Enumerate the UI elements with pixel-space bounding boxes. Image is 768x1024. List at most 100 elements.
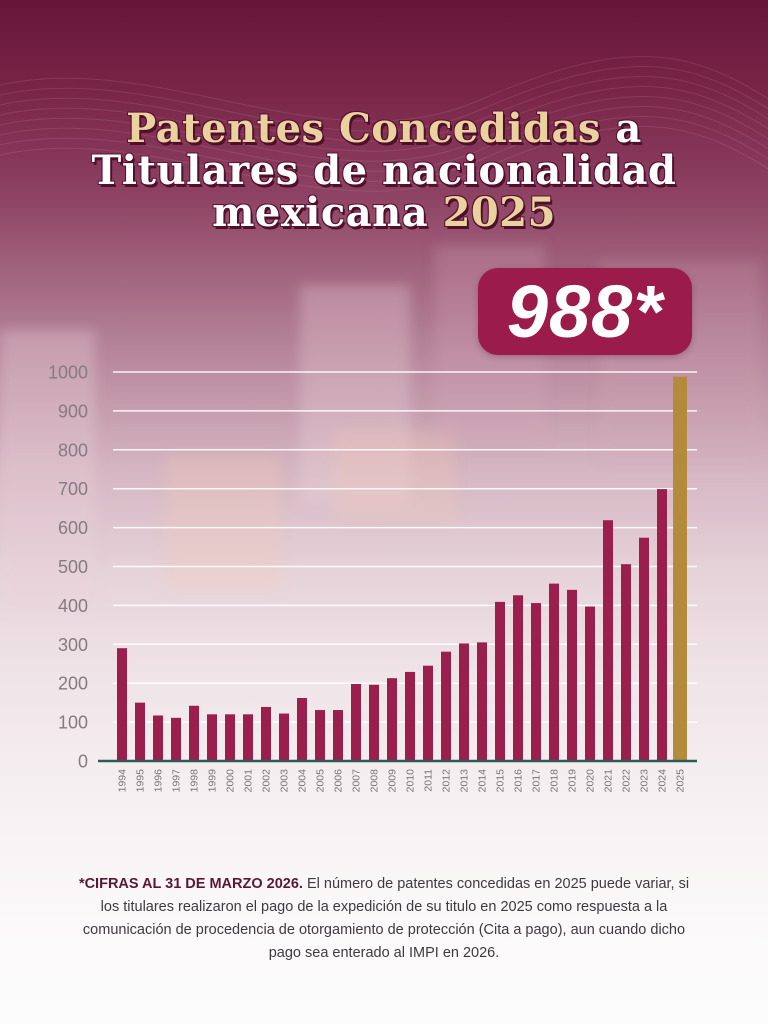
x-tick-label-1997: 1997 <box>171 769 183 793</box>
x-tick-label-2020: 2020 <box>585 769 597 793</box>
footnote-cutoff-date: *CIFRAS AL 31 DE MARZO 2026. <box>78 876 303 892</box>
total-count-badge: 988* <box>478 268 692 355</box>
bar-2002 <box>261 706 271 761</box>
y-tick-label-0: 0 <box>78 752 88 772</box>
bar-2017 <box>531 603 541 761</box>
x-tick-label-1999: 1999 <box>207 769 219 793</box>
x-tick-label-1994: 1994 <box>117 769 129 793</box>
bar-2000 <box>225 714 235 761</box>
title-text: mexicana <box>212 189 429 236</box>
bar-2009 <box>387 678 397 761</box>
bar-2004 <box>297 697 307 761</box>
bar-2018 <box>549 583 559 761</box>
x-tick-label-2016: 2016 <box>513 769 525 793</box>
y-tick-label-200: 200 <box>58 674 88 694</box>
x-tick-label-2024: 2024 <box>657 769 669 793</box>
y-tick-label-300: 300 <box>58 635 88 655</box>
bar-2015 <box>495 601 505 761</box>
x-tick-label-2009: 2009 <box>387 769 399 793</box>
x-tick-label-2003: 2003 <box>279 769 291 793</box>
x-tick-label-2008: 2008 <box>369 769 381 793</box>
y-tick-label-100: 100 <box>58 713 88 733</box>
x-tick-label-2011: 2011 <box>423 769 435 792</box>
bar-2016 <box>513 595 523 761</box>
x-tick-label-2019: 2019 <box>567 769 579 793</box>
footnote: *CIFRAS AL 31 DE MARZO 2026. El número d… <box>74 873 694 965</box>
x-tick-label-2010: 2010 <box>405 769 417 793</box>
bar-2006 <box>333 710 343 761</box>
bar-2001 <box>243 714 253 761</box>
bar-2021 <box>603 520 613 761</box>
bar-1994 <box>117 648 127 761</box>
x-tick-label-2002: 2002 <box>261 769 273 793</box>
x-tick-label-2015: 2015 <box>495 769 507 793</box>
wave-line <box>0 115 768 182</box>
x-tick-label-1995: 1995 <box>135 769 147 793</box>
title-line-1: Patentes Concedidas a <box>0 108 768 150</box>
wave-line <box>0 95 768 162</box>
decor-panel <box>165 455 280 590</box>
bar-2008 <box>369 684 379 761</box>
y-tick-label-700: 700 <box>58 479 88 499</box>
title-text: a <box>615 105 642 152</box>
bar-1995 <box>135 702 145 761</box>
y-tick-label-500: 500 <box>58 557 88 577</box>
y-tick-label-800: 800 <box>58 440 88 460</box>
wave-line <box>0 65 768 132</box>
decorative-panels <box>0 245 760 610</box>
title-line-3: mexicana 2025 <box>0 192 768 234</box>
bar-2020 <box>585 606 595 761</box>
x-tick-label-2023: 2023 <box>639 769 651 793</box>
x-tick-label-2004: 2004 <box>297 769 309 793</box>
x-tick-label-2007: 2007 <box>351 769 363 793</box>
bar-1996 <box>153 715 163 761</box>
bar-2024 <box>657 489 667 761</box>
decorative-waves <box>0 55 768 192</box>
bar-1998 <box>189 705 199 761</box>
x-tick-label-2022: 2022 <box>621 769 633 793</box>
wave-line <box>0 105 768 172</box>
wave-line <box>0 55 768 122</box>
bar-2010 <box>405 671 415 761</box>
bar-2019 <box>567 589 577 761</box>
bar-2022 <box>621 564 631 761</box>
footnote-text: El número de patentes concedidas en 2025… <box>82 876 690 961</box>
bar-2007 <box>351 683 361 761</box>
y-tick-label-600: 600 <box>58 518 88 538</box>
x-tick-label-1996: 1996 <box>153 769 165 793</box>
bar-2013 <box>459 643 469 761</box>
x-tick-label-2021: 2021 <box>603 769 615 793</box>
bar-1997 <box>171 717 181 761</box>
x-tick-label-2025: 2025 <box>675 769 687 793</box>
x-tick-label-2014: 2014 <box>477 769 489 793</box>
wave-line <box>0 125 768 192</box>
x-tick-label-2006: 2006 <box>333 769 345 793</box>
x-tick-label-2012: 2012 <box>441 769 453 793</box>
bar-2014 <box>477 642 487 761</box>
page-title: Patentes Concedidas a Titulares de nacio… <box>0 108 768 234</box>
x-tick-label-2018: 2018 <box>549 769 561 793</box>
title-highlight: Patentes Concedidas <box>126 105 601 152</box>
bar-1999 <box>207 714 217 761</box>
y-tick-label-900: 900 <box>58 401 88 421</box>
decor-panel <box>0 330 95 610</box>
x-tick-label-1998: 1998 <box>189 769 201 793</box>
bar-2005 <box>315 710 325 761</box>
y-tick-label-1000: 1000 <box>48 363 88 383</box>
x-tick-label-2017: 2017 <box>531 769 543 793</box>
wave-line <box>0 85 768 152</box>
y-tick-label-400: 400 <box>58 596 88 616</box>
x-tick-label-2000: 2000 <box>225 769 237 793</box>
bar-2025 <box>673 376 687 761</box>
x-tick-label-2005: 2005 <box>315 769 327 793</box>
wave-line <box>0 75 768 142</box>
bar-2011 <box>423 665 433 761</box>
title-line-2: Titulares de nacionalidad <box>91 147 677 194</box>
x-tick-label-2001: 2001 <box>243 769 255 793</box>
bar-2012 <box>441 651 451 761</box>
bar-2023 <box>639 537 649 761</box>
title-year: 2025 <box>442 189 556 236</box>
